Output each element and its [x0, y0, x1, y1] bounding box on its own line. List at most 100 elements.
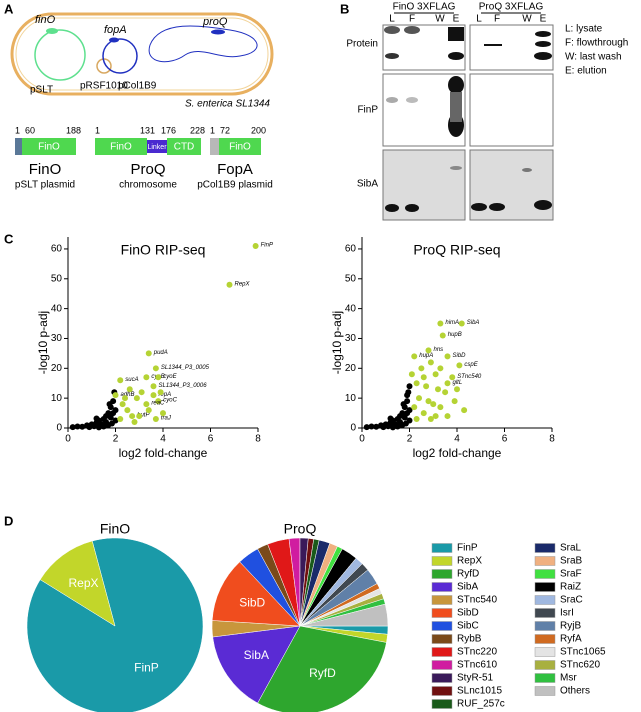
legend-swatch — [431, 686, 453, 696]
key-entry: F: flowthrough — [565, 38, 628, 49]
point-label: reaC — [151, 401, 165, 407]
slice-label: RyfD — [309, 666, 336, 680]
point — [425, 347, 432, 354]
point — [106, 401, 113, 408]
y-tick-label: 20 — [345, 363, 357, 374]
x-tick-label: 8 — [549, 434, 555, 445]
pie-slice — [211, 561, 301, 627]
legend-label: SLnc1015 — [457, 686, 502, 697]
legend-swatch — [431, 660, 453, 670]
band — [450, 166, 462, 170]
chart-title: FinO — [100, 521, 130, 537]
point-label: FinP — [261, 243, 273, 249]
panel-label: C — [4, 231, 14, 246]
point-label: SL1344_P3_0005 — [161, 365, 210, 371]
legend-label: STnc540 — [457, 595, 497, 606]
legend-label: SraF — [560, 569, 582, 580]
y-tick-label: 50 — [345, 273, 357, 284]
point — [143, 401, 150, 408]
point — [451, 398, 458, 405]
gene-fino — [46, 28, 58, 34]
point — [380, 424, 387, 431]
point-label: hns — [434, 347, 444, 353]
x-tick-label: 4 — [160, 434, 166, 445]
row-label: Protein — [346, 39, 378, 50]
point — [454, 386, 460, 393]
point — [157, 389, 164, 396]
point — [430, 401, 437, 408]
domain-label: FinO — [110, 142, 132, 153]
slice-label: SibA — [244, 648, 269, 662]
point — [411, 404, 418, 411]
legend-swatch — [534, 673, 556, 683]
legend-swatch — [431, 621, 453, 631]
legend-swatch — [534, 556, 556, 566]
lane-label: F — [409, 14, 415, 25]
point — [406, 417, 413, 424]
point — [155, 374, 162, 381]
point — [444, 353, 451, 360]
legend-label: SibD — [457, 608, 479, 619]
legend-label: StyR-51 — [457, 673, 494, 684]
residue: 200 — [251, 125, 266, 135]
lane-label: L — [389, 14, 395, 25]
legend-label: RaiZ — [560, 582, 581, 593]
legend-label: IsrI — [560, 608, 574, 619]
legend-swatch — [431, 647, 453, 657]
pie-slice — [26, 537, 204, 712]
gene-label: finO — [35, 14, 56, 26]
point — [112, 392, 119, 399]
legend-swatch — [534, 595, 556, 605]
point — [150, 383, 157, 390]
band — [484, 44, 502, 46]
y-tick-label: 30 — [345, 333, 357, 344]
domain-fopa: FinO 1 72 200 FopA pCol1B9 plasmid — [197, 125, 273, 190]
legend-swatch — [431, 595, 453, 605]
point — [437, 320, 444, 327]
y-tick-label: 60 — [51, 244, 63, 255]
point — [389, 424, 396, 431]
point-label: hupA — [419, 353, 433, 359]
domain-linker — [147, 140, 167, 153]
point — [416, 395, 422, 402]
organism: S. enterica SL1344 — [185, 99, 270, 110]
band — [384, 26, 400, 34]
point — [160, 410, 166, 417]
legend-label: STnc220 — [457, 647, 497, 658]
panel-label: D — [4, 513, 13, 528]
point-label: butP — [137, 413, 149, 419]
legend-swatch — [534, 621, 556, 631]
band — [404, 26, 420, 34]
domain — [167, 138, 201, 155]
point — [411, 353, 418, 360]
point — [107, 414, 114, 421]
point — [363, 424, 370, 431]
point-label: SibA — [467, 320, 480, 326]
pie-slice — [39, 540, 116, 627]
protein-source: chromosome — [119, 180, 177, 191]
point — [432, 413, 439, 420]
legend-swatch — [431, 543, 453, 553]
point — [131, 419, 138, 426]
point — [155, 398, 162, 405]
key-entry: E: elution — [565, 66, 607, 77]
residue: 1 — [95, 125, 100, 135]
legend-label: Msr — [560, 673, 577, 684]
band — [385, 204, 399, 212]
point — [432, 371, 439, 378]
lane-label: F — [494, 14, 500, 25]
protein-name: ProQ — [130, 161, 165, 178]
point — [394, 423, 401, 430]
legend-swatch — [534, 686, 556, 696]
legend-label: STnc620 — [560, 660, 600, 671]
protein-name: FopA — [217, 161, 253, 178]
point — [413, 380, 420, 387]
domain-n-term — [210, 138, 219, 155]
point — [408, 371, 415, 378]
y-tick-label: 50 — [51, 273, 63, 284]
point — [86, 424, 93, 431]
chromosome — [148, 25, 258, 63]
point — [387, 415, 394, 422]
point — [437, 404, 444, 411]
point-label: fraJ — [161, 416, 172, 422]
